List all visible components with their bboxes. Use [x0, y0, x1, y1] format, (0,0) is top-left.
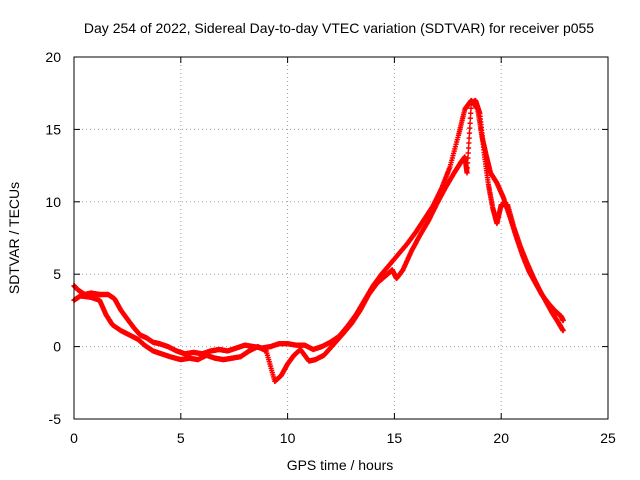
- axis-ticks: 0 5 10 15 20 25 -5 0 5 10 15 20: [45, 49, 616, 446]
- data-point: [560, 317, 566, 324]
- x-tick-label: 5: [177, 430, 185, 446]
- y-tick-label: 10: [45, 194, 61, 210]
- data-point: [468, 105, 474, 111]
- data-point: [466, 140, 472, 146]
- x-tick-label: 15: [387, 430, 403, 446]
- x-tick-label: 0: [70, 430, 78, 446]
- chart-title: Day 254 of 2022, Sidereal Day-to-day VTE…: [84, 20, 594, 36]
- data-point: [464, 165, 470, 171]
- data-point: [465, 160, 471, 166]
- data-point: [466, 135, 472, 141]
- grid: [74, 57, 608, 419]
- x-tick-label: 20: [493, 430, 509, 446]
- data-point: [467, 115, 473, 121]
- y-axis-label: SDTVAR / TECUs: [6, 182, 22, 294]
- y-tick-label: 5: [53, 266, 61, 282]
- data-markers: [71, 97, 566, 384]
- y-tick-label: 20: [45, 49, 61, 65]
- plot-frame: [73, 56, 609, 420]
- y-tick-label: 0: [53, 339, 61, 355]
- data-point: [466, 130, 473, 136]
- data-point: [465, 155, 471, 161]
- data-point: [465, 145, 472, 151]
- data-point: [467, 120, 473, 126]
- data-point: [464, 170, 470, 176]
- data-point: [465, 150, 471, 156]
- x-tick-label: 10: [280, 430, 296, 446]
- x-tick-label: 25: [600, 430, 616, 446]
- y-tick-label: -5: [49, 411, 62, 427]
- x-axis-label: GPS time / hours: [287, 457, 394, 473]
- data-point: [560, 328, 566, 334]
- data-point: [468, 110, 474, 116]
- series-2: [71, 97, 566, 384]
- data-point: [467, 125, 473, 131]
- y-tick-label: 15: [45, 121, 61, 137]
